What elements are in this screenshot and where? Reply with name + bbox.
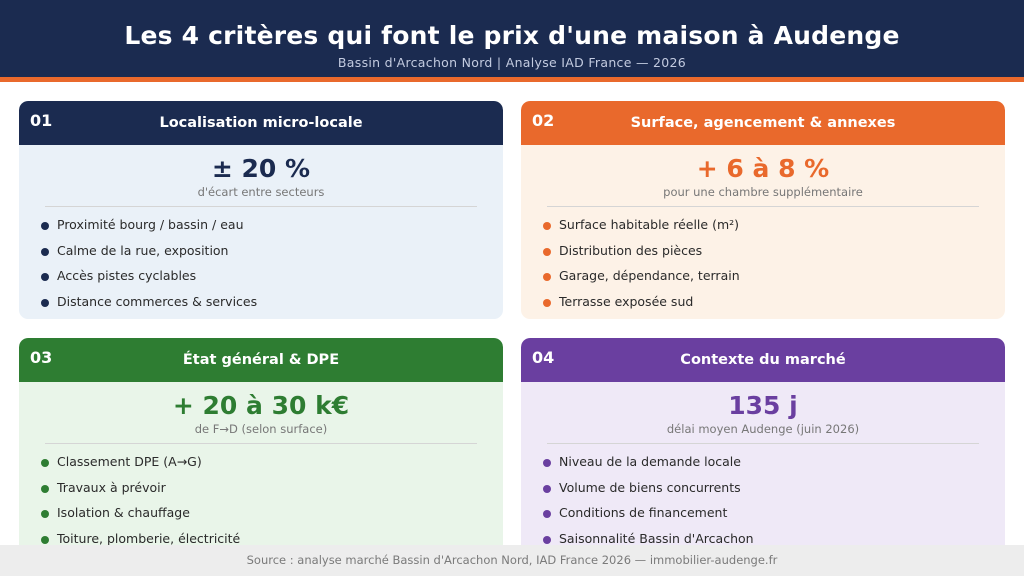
- card-stat: ± 20 %: [211, 154, 311, 183]
- card-header: 03 État général & DPE: [19, 338, 503, 382]
- card-header: 04 Contexte du marché: [521, 338, 1005, 382]
- list-item-label: Classement DPE (A→G): [57, 454, 202, 469]
- card-stat: 135 j: [728, 391, 798, 420]
- card-list: Niveau de la demande locale Volume de bi…: [543, 454, 1005, 556]
- card-list: Surface habitable réelle (m²) Distributi…: [543, 217, 1005, 319]
- card-stat-label: délai moyen Audenge (juin 2026): [666, 422, 860, 436]
- list-item-label: Calme de la rue, exposition: [57, 242, 229, 258]
- card-header: 02 Surface, agencement & annexes: [521, 101, 1005, 145]
- card-number: 03: [30, 348, 53, 367]
- list-item: Terrasse exposée sud: [543, 294, 1005, 320]
- footer-source: Source : analyse marché Bassin d'Arcacho…: [0, 545, 1024, 576]
- list-item: Niveau de la demande locale: [543, 454, 1005, 480]
- list-item-label: Distribution des pièces: [559, 242, 703, 258]
- card-number: 01: [30, 111, 53, 130]
- page-title: Les 4 critères qui font le prix d'une ma…: [124, 21, 900, 50]
- bullet-dot-icon: [41, 535, 49, 544]
- card-title: Contexte du marché: [680, 352, 846, 368]
- list-item: Garage, dépendance, terrain: [543, 268, 1005, 294]
- list-item: Saisonnalité Bassin d'Arcachon: [543, 531, 1005, 557]
- card-list: Proximité bourg / bassin / eau Calme de …: [41, 217, 503, 319]
- card-stat-label: de F→D (selon surface): [194, 422, 328, 436]
- list-item-label: Volume de biens concurrents: [559, 479, 741, 495]
- criterion-card-etat-dpe: 03 État général & DPE + 20 à 30 k€ de F→…: [19, 338, 503, 556]
- list-item: Distance commerces & services: [41, 294, 503, 320]
- list-item-label: Surface habitable réelle (m²): [559, 217, 740, 232]
- header-accent-line: [0, 77, 1024, 82]
- list-item-label: Travaux à prévoir: [57, 479, 166, 495]
- bullet-dot-icon: [543, 222, 551, 230]
- card-number: 02: [532, 111, 555, 130]
- list-item-label: Niveau de la demande locale: [559, 454, 741, 469]
- list-item: Surface habitable réelle (m²): [543, 217, 1005, 243]
- bullet-dot-icon: [543, 510, 551, 518]
- list-item-label: Terrasse exposée sud: [559, 293, 694, 309]
- card-stat-label: d'écart entre secteurs: [197, 185, 325, 199]
- list-item: Proximité bourg / bassin / eau: [41, 217, 503, 243]
- page-header: Les 4 critères qui font le prix d'une ma…: [0, 0, 1024, 77]
- list-item-label: Conditions de financement: [559, 505, 728, 520]
- card-title: Surface, agencement & annexes: [630, 115, 896, 131]
- card-divider: [45, 206, 477, 207]
- list-item: Volume de biens concurrents: [543, 480, 1005, 506]
- list-item-label: Saisonnalité Bassin d'Arcachon: [559, 530, 754, 546]
- list-item: Classement DPE (A→G): [41, 454, 503, 480]
- card-stat-label: pour une chambre supplémentaire: [663, 185, 863, 199]
- card-divider: [547, 206, 979, 207]
- list-item: Isolation & chauffage: [41, 505, 503, 531]
- card-number: 04: [532, 348, 555, 367]
- card-stat: + 20 à 30 k€: [172, 391, 350, 420]
- bullet-dot-icon: [41, 273, 49, 281]
- bullet-dot-icon: [543, 459, 551, 467]
- bullet-dot-icon: [41, 510, 49, 518]
- list-item-label: Distance commerces & services: [57, 293, 258, 309]
- list-item: Calme de la rue, exposition: [41, 243, 503, 269]
- bullet-dot-icon: [41, 247, 49, 256]
- card-stat: + 6 à 8 %: [696, 154, 830, 183]
- list-item-label: Toiture, plomberie, électricité: [57, 530, 241, 546]
- card-title: Localisation micro-locale: [159, 115, 363, 131]
- bullet-dot-icon: [543, 298, 551, 307]
- list-item-label: Isolation & chauffage: [57, 505, 190, 520]
- criterion-card-localisation: 01 Localisation micro-locale ± 20 % d'éc…: [19, 101, 503, 319]
- list-item-label: Garage, dépendance, terrain: [559, 268, 740, 283]
- list-item: Travaux à prévoir: [41, 480, 503, 506]
- bullet-dot-icon: [543, 484, 551, 493]
- criterion-card-surface: 02 Surface, agencement & annexes + 6 à 8…: [521, 101, 1005, 319]
- bullet-dot-icon: [41, 484, 49, 493]
- list-item-label: Accès pistes cyclables: [57, 268, 197, 283]
- bullet-dot-icon: [41, 298, 49, 307]
- card-header: 01 Localisation micro-locale: [19, 101, 503, 145]
- list-item: Conditions de financement: [543, 505, 1005, 531]
- bullet-dot-icon: [543, 535, 551, 544]
- bullet-dot-icon: [41, 222, 49, 230]
- bullet-dot-icon: [41, 459, 49, 467]
- card-divider: [547, 443, 979, 444]
- list-item-label: Proximité bourg / bassin / eau: [57, 217, 244, 232]
- list-item: Accès pistes cyclables: [41, 268, 503, 294]
- card-divider: [45, 443, 477, 444]
- page-subtitle: Bassin d'Arcachon Nord | Analyse IAD Fra…: [337, 55, 687, 70]
- card-list: Classement DPE (A→G) Travaux à prévoir I…: [41, 454, 503, 556]
- list-item: Distribution des pièces: [543, 243, 1005, 269]
- bullet-dot-icon: [543, 247, 551, 256]
- criterion-card-marche: 04 Contexte du marché 135 j délai moyen …: [521, 338, 1005, 556]
- list-item: Toiture, plomberie, électricité: [41, 531, 503, 557]
- bullet-dot-icon: [543, 273, 551, 281]
- card-title: État général & DPE: [182, 352, 340, 368]
